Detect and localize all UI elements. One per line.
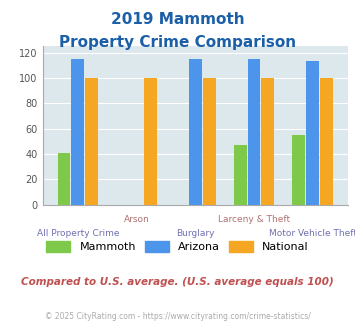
Legend: Mammoth, Arizona, National: Mammoth, Arizona, National [42,237,313,257]
Bar [71,59,84,205]
Bar [58,153,71,205]
Text: Motor Vehicle Theft: Motor Vehicle Theft [269,229,355,238]
Bar [247,59,261,205]
Text: Property Crime Comparison: Property Crime Comparison [59,35,296,50]
Text: Arson: Arson [124,214,149,223]
Text: Larceny & Theft: Larceny & Theft [218,214,290,223]
Bar [234,145,247,205]
Bar [85,78,98,205]
Bar [189,59,202,205]
Text: All Property Crime: All Property Crime [37,229,119,238]
Bar [306,61,319,205]
Text: Compared to U.S. average. (U.S. average equals 100): Compared to U.S. average. (U.S. average … [21,277,334,287]
Bar [144,78,157,205]
Bar [293,135,305,205]
Bar [261,78,274,205]
Bar [320,78,333,205]
Text: Burglary: Burglary [176,229,214,238]
Text: 2019 Mammoth: 2019 Mammoth [111,12,244,26]
Text: © 2025 CityRating.com - https://www.cityrating.com/crime-statistics/: © 2025 CityRating.com - https://www.city… [45,312,310,321]
Bar [203,78,215,205]
